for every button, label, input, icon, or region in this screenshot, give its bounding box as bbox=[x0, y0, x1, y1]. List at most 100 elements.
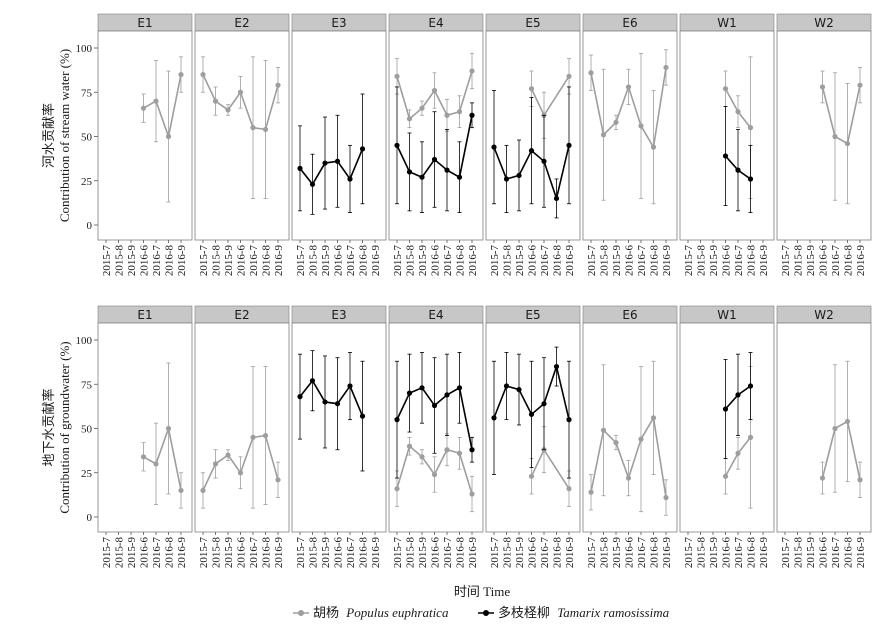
series-tamarix-e3 bbox=[297, 350, 366, 472]
data-point bbox=[541, 401, 547, 407]
x-tick-label: 2015-7 bbox=[586, 245, 598, 277]
data-point bbox=[419, 174, 425, 180]
data-point bbox=[735, 450, 741, 456]
panel-plot-area bbox=[194, 30, 290, 241]
data-point bbox=[444, 447, 450, 453]
y-tick-label: 100 bbox=[76, 335, 93, 347]
data-point bbox=[650, 144, 657, 150]
x-tick-label: 2015-9 bbox=[320, 537, 332, 569]
panel-strip-label: E5 bbox=[525, 308, 540, 322]
x-tick-label: 2015-8 bbox=[211, 245, 223, 277]
x-tick-label: 2016-8 bbox=[552, 245, 564, 277]
series-tamarix-e5 bbox=[491, 346, 572, 479]
x-tick-label: 2016-9 bbox=[758, 537, 770, 569]
data-point bbox=[722, 473, 729, 479]
data-point bbox=[566, 486, 572, 492]
x-tick-label: 2016-8 bbox=[164, 537, 176, 569]
data-point bbox=[566, 73, 572, 79]
series-line bbox=[821, 420, 861, 480]
x-tick-label: 2015-7 bbox=[683, 537, 695, 569]
x-tick-label: 2016-8 bbox=[843, 537, 855, 569]
x-tick-label: 2015-7 bbox=[780, 537, 792, 569]
x-tick-label: 2016-7 bbox=[539, 537, 551, 569]
x-tick-label: 2015-9 bbox=[805, 537, 817, 569]
legend-item-tamarix: 多枝柽柳 Tamarix ramosissima bbox=[478, 605, 670, 620]
legend-cn-tamarix: 多枝柽柳 bbox=[498, 605, 550, 620]
x-tick-label: 2015-7 bbox=[586, 537, 598, 569]
x-tick-label: 2016-6 bbox=[236, 245, 248, 277]
x-tick-label: 2015-8 bbox=[405, 245, 417, 277]
x-tick-label: 2015-7 bbox=[489, 245, 501, 277]
x-tick-label: 2016-9 bbox=[855, 245, 867, 277]
panel-e1: E1 2015-7 2015-8 2015-9 2016-6 2016-7 2016-8 20… bbox=[97, 305, 193, 569]
series-line bbox=[821, 85, 861, 145]
data-point bbox=[334, 401, 341, 407]
x-tick-label: 2016-7 bbox=[345, 537, 357, 569]
x-tick-label: 2015-9 bbox=[611, 537, 623, 569]
data-point bbox=[322, 160, 328, 166]
panel-strip-label: E3 bbox=[331, 308, 346, 322]
x-tick-label: 2016-8 bbox=[164, 245, 176, 277]
legend-label-populus: 胡杨 Populus euphratica bbox=[313, 605, 449, 620]
series-line bbox=[299, 379, 364, 417]
x-tick-label: 2016-8 bbox=[746, 537, 758, 569]
y-axis-title: 地下水贡献率Contribution of groundwater (%) bbox=[41, 341, 72, 513]
panel-plot-area bbox=[776, 30, 872, 241]
data-point bbox=[469, 112, 475, 118]
x-tick-label: 2016-6 bbox=[430, 245, 442, 277]
data-point bbox=[588, 489, 594, 495]
panel-strip-label: E1 bbox=[137, 16, 152, 30]
x-tick-label: 2016-7 bbox=[151, 537, 163, 569]
x-tick-label: 2016-8 bbox=[455, 537, 467, 569]
y-axis-title-en: Contribution of groundwater (%) bbox=[57, 341, 72, 513]
data-point bbox=[394, 417, 400, 423]
panel-w2: W2 2015-7 2015-8 2015-9 2016-6 2016-7 2016-8 20… bbox=[776, 305, 872, 569]
panel-e4: E4 2015-7 2015-8 2015-9 2016-6 2016-7 2016-8 20… bbox=[388, 305, 484, 569]
x-tick-label: 2016-7 bbox=[539, 245, 551, 277]
x-tick-label: 2015-7 bbox=[392, 537, 404, 569]
data-point bbox=[613, 119, 619, 125]
series-tamarix-e5 bbox=[491, 86, 572, 219]
x-tick-label: 2016-6 bbox=[624, 537, 636, 569]
data-point bbox=[419, 454, 425, 460]
series-populus-e1 bbox=[140, 56, 184, 203]
x-tick-label: 2015-9 bbox=[611, 245, 623, 277]
series-populus-w2 bbox=[819, 360, 863, 498]
data-point bbox=[275, 82, 281, 88]
data-point bbox=[663, 64, 669, 71]
panel-strip-label: W1 bbox=[717, 308, 737, 322]
panel-strip-label: E1 bbox=[137, 308, 152, 322]
chart-row-1: 河水贡献率Contribution of stream water (%) 0 25… bbox=[41, 13, 872, 277]
y-axis-title: 河水贡献率Contribution of stream water (%) bbox=[41, 49, 72, 222]
data-point bbox=[444, 392, 450, 398]
series-populus-e6 bbox=[588, 360, 669, 516]
y-tick-label: 100 bbox=[76, 43, 93, 55]
x-tick-label: 2016-8 bbox=[746, 245, 758, 277]
data-point bbox=[406, 390, 413, 396]
x-tick-label: 2015-9 bbox=[126, 537, 138, 569]
data-point bbox=[722, 153, 729, 159]
panel-e5: E5 2015-7 2015-8 2015-9 2016-6 2016-7 2016-8 20… bbox=[485, 305, 581, 569]
data-point bbox=[250, 434, 256, 440]
x-tick-label: 2015-7 bbox=[489, 537, 501, 569]
x-tick-label: 2016-7 bbox=[151, 245, 163, 277]
data-point bbox=[638, 123, 644, 129]
data-point bbox=[456, 385, 463, 391]
legend-marker-tamarix bbox=[483, 610, 489, 616]
panel-plot-area bbox=[485, 30, 581, 241]
data-point bbox=[419, 385, 425, 391]
data-point bbox=[844, 418, 851, 425]
x-tick-label: 2016-9 bbox=[661, 245, 673, 277]
x-tick-label: 2016-9 bbox=[273, 245, 285, 277]
series-populus-e6 bbox=[588, 49, 669, 205]
data-point bbox=[735, 109, 741, 115]
data-point bbox=[275, 477, 281, 483]
x-tick-label: 2016-7 bbox=[830, 537, 842, 569]
x-tick-label: 2016-6 bbox=[527, 245, 539, 277]
data-point bbox=[819, 475, 826, 481]
data-point bbox=[250, 125, 256, 131]
series-tamarix-e3 bbox=[297, 93, 366, 215]
panel-strip-label: W2 bbox=[814, 308, 834, 322]
x-tick-label: 2016-6 bbox=[721, 537, 733, 569]
x-tick-label: 2015-7 bbox=[392, 245, 404, 277]
